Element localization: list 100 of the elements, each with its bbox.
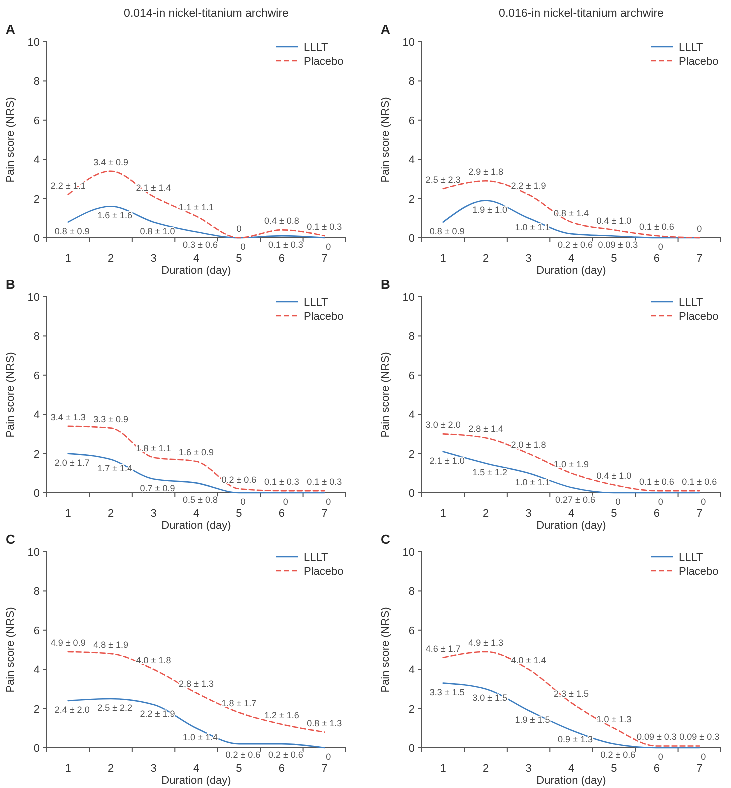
y-tick-label: 0 <box>408 743 415 755</box>
line-series <box>68 206 326 239</box>
legend-label: Placebo <box>304 56 344 68</box>
y-axis-title: Pain score (NRS) <box>5 352 17 438</box>
x-tick-label: 2 <box>483 763 490 775</box>
y-tick-label: 6 <box>408 115 415 128</box>
line-series <box>442 682 700 749</box>
data-label: 2.2 ± 1.9 <box>140 708 176 719</box>
y-tick-label: 0 <box>408 233 415 245</box>
data-label: 0 <box>701 497 706 507</box>
data-label: 2.2 ± 1.9 <box>511 180 546 191</box>
y-tick-label: 8 <box>408 586 415 598</box>
data-label: 0.4 ± 0.8 <box>264 216 300 226</box>
data-label: 0.2 ± 0.6 <box>268 750 304 760</box>
x-tick-label: 3 <box>526 763 532 775</box>
x-tick-label: 5 <box>236 508 242 520</box>
data-label: 0.1 ± 0.3 <box>264 477 300 488</box>
data-label: 2.3 ± 1.5 <box>554 688 589 699</box>
y-tick-label: 4 <box>34 154 40 167</box>
data-label: 1.6 ± 1.6 <box>98 210 133 221</box>
x-tick-label: 2 <box>483 508 490 520</box>
data-label: 0.8 ± 1.4 <box>554 208 589 218</box>
data-label: 3.3 ± 0.9 <box>94 414 129 424</box>
y-tick-label: 6 <box>34 625 40 638</box>
data-label: 2.9 ± 1.8 <box>468 167 504 178</box>
data-label: 0.1 ± 0.3 <box>307 222 342 232</box>
x-tick-label: 6 <box>278 253 285 265</box>
y-tick-label: 10 <box>28 292 40 304</box>
x-tick-label: 7 <box>696 253 703 265</box>
y-axis-title: Pain score (NRS) <box>380 607 392 693</box>
x-tick-label: 4 <box>568 508 575 520</box>
chart-title: 0.014-in nickel-titanium archwire <box>124 8 289 20</box>
y-tick-label: 6 <box>34 370 40 382</box>
data-label: 4.0 ± 1.8 <box>136 656 172 666</box>
data-label: 0.8 ± 0.9 <box>430 226 465 236</box>
data-label: 1.8 ± 1.7 <box>222 698 257 709</box>
x-tick-label: 3 <box>150 253 157 265</box>
data-label: 4.6 ± 1.7 <box>426 644 461 654</box>
data-label: 0.8 ± 1.3 <box>307 718 342 728</box>
data-label: 0.09 ± 0.3 <box>680 732 720 742</box>
legend-label: LLLT <box>304 552 329 564</box>
legend-label: Placebo <box>679 311 719 323</box>
x-tick-label: 6 <box>278 508 285 520</box>
chart-title: 0.016-in nickel-titanium archwire <box>499 8 664 20</box>
data-label: 0.8 ± 0.9 <box>54 226 90 236</box>
x-tick-label: 2 <box>108 508 114 520</box>
y-tick-label: 6 <box>34 115 40 128</box>
y-tick-label: 8 <box>408 76 415 88</box>
data-label: 0.8 ± 1.0 <box>140 226 176 236</box>
x-axis-title: Duration (day) <box>162 775 232 787</box>
data-label: 0.1 ± 0.3 <box>307 477 342 488</box>
x-tick-label: 2 <box>483 253 490 265</box>
data-label: 0.09 ± 0.3 <box>636 732 677 742</box>
data-label: 1.2 ± 1.6 <box>264 710 300 720</box>
data-label: 1.6 ± 0.9 <box>179 448 214 458</box>
data-label: 0.2 ± 0.6 <box>600 750 636 760</box>
data-label: 2.1 ± 1.0 <box>430 456 465 466</box>
y-tick-label: 4 <box>408 154 415 167</box>
y-axis-title: Pain score (NRS) <box>5 607 17 693</box>
x-tick-label: 3 <box>526 508 532 520</box>
y-tick-label: 8 <box>34 76 40 88</box>
x-tick-label: 7 <box>322 763 328 775</box>
data-label: 1.9 ± 1.0 <box>472 204 508 215</box>
data-label: 0.1 ± 0.6 <box>639 477 674 488</box>
legend-label: LLLT <box>679 552 704 564</box>
data-label: 1.0 ± 1.9 <box>554 459 589 470</box>
y-axis-title: Pain score (NRS) <box>380 97 392 183</box>
line-series <box>442 651 700 747</box>
chart-subtitle: A <box>6 22 16 37</box>
x-tick-label: 7 <box>322 253 328 265</box>
data-label: 2.1 ± 1.4 <box>136 182 172 193</box>
data-label: 0.4 ± 1.0 <box>596 216 632 226</box>
line-series <box>68 651 326 733</box>
data-label: 2.2 ± 1.1 <box>50 180 86 191</box>
data-label: 4.9 ± 0.9 <box>50 638 86 648</box>
line-series <box>68 426 326 492</box>
y-tick-label: 2 <box>34 194 40 206</box>
x-tick-label: 2 <box>108 253 114 265</box>
data-label: 2.8 ± 1.3 <box>179 679 214 690</box>
x-tick-label: 4 <box>193 763 200 775</box>
data-label: 3.0 ± 2.0 <box>426 420 461 430</box>
data-label: 1.0 ± 1.3 <box>596 714 632 724</box>
x-tick-label: 3 <box>150 763 157 775</box>
data-label: 0 <box>697 224 702 234</box>
y-tick-label: 8 <box>34 586 40 598</box>
x-tick-label: 4 <box>193 253 200 265</box>
data-label: 3.4 ± 1.3 <box>50 412 86 422</box>
data-label: 0 <box>326 242 332 252</box>
data-label: 0 <box>240 497 246 507</box>
legend-label: Placebo <box>304 311 344 323</box>
data-label: 0 <box>283 497 288 507</box>
x-tick-label: 6 <box>654 508 660 520</box>
data-label: 0.9 ± 1.3 <box>558 734 593 744</box>
x-tick-label: 1 <box>65 508 72 520</box>
x-tick-label: 5 <box>236 253 242 265</box>
x-tick-label: 7 <box>322 508 328 520</box>
y-tick-label: 4 <box>408 410 415 422</box>
data-label: 1.7 ± 1.4 <box>98 464 133 474</box>
line-series <box>68 170 326 239</box>
x-tick-label: 7 <box>696 508 703 520</box>
